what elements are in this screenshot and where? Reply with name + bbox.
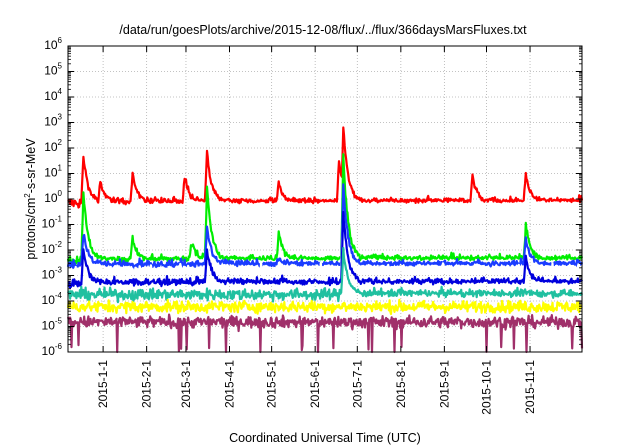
x-axis-ticks: 2015-1-1 2015-2-1 2015-3-1 2015-4-1 2015-5-1…	[96, 46, 537, 415]
series-line	[67, 126, 584, 209]
series-line	[66, 216, 584, 280]
y-tick-label: 105	[44, 62, 62, 78]
x-tick-label: 2015-3-1	[179, 360, 193, 408]
x-tick-label: 2015-6-1	[308, 360, 322, 408]
x-tick-label: 2015-10-1	[480, 360, 494, 415]
y-tick-label: 10-6	[42, 342, 63, 358]
series-line	[66, 183, 584, 270]
y-tick-label: 10-5	[42, 317, 63, 333]
y-tick-label: 10-4	[42, 291, 63, 307]
y-tick-label: 102	[44, 138, 62, 154]
x-tick-label: 2015-11-1	[523, 360, 537, 414]
y-axis-label-post: -s-sr-MeV	[24, 138, 38, 194]
y-axis-label: protons/cm2-s-sr-MeV	[23, 138, 38, 260]
series-line	[67, 210, 583, 289]
x-tick-label: 2015-4-1	[223, 360, 237, 408]
x-tick-label: 2015-5-1	[265, 360, 279, 408]
y-tick-label: 104	[44, 87, 62, 103]
y-tick-label: 106	[44, 36, 62, 52]
series-line	[66, 298, 583, 315]
y-tick-label: 10-2	[42, 240, 63, 256]
y-axis-label-sup: 2	[23, 193, 32, 198]
series-line	[66, 153, 584, 267]
y-tick-label: 100	[44, 189, 62, 205]
x-tick-label: 2015-9-1	[437, 360, 451, 408]
x-tick-label: 2015-2-1	[140, 360, 154, 408]
y-tick-label: 10-1	[42, 215, 63, 231]
x-tick-label: 2015-7-1	[350, 360, 364, 408]
y-tick-label: 103	[44, 113, 62, 129]
x-axis-label: Coordinated Universal Time (UTC)	[229, 431, 421, 445]
chart-title: /data/run/goesPlots/archive/2015-12-08/f…	[119, 23, 527, 37]
series-line	[67, 246, 584, 304]
x-tick-label: 2015-8-1	[394, 360, 408, 408]
y-axis-label-pre: protons/cm	[24, 198, 38, 260]
x-tick-label: 2015-1-1	[96, 360, 110, 408]
y-axis-ticks: 10-6 10-5 10-4 10-3 10-2 10-1 100 101 102 103 104 1…	[42, 36, 582, 358]
y-tick-label: 101	[44, 164, 62, 180]
series-layer	[66, 126, 584, 354]
series-line	[66, 313, 584, 354]
y-tick-label: 10-3	[42, 266, 63, 282]
